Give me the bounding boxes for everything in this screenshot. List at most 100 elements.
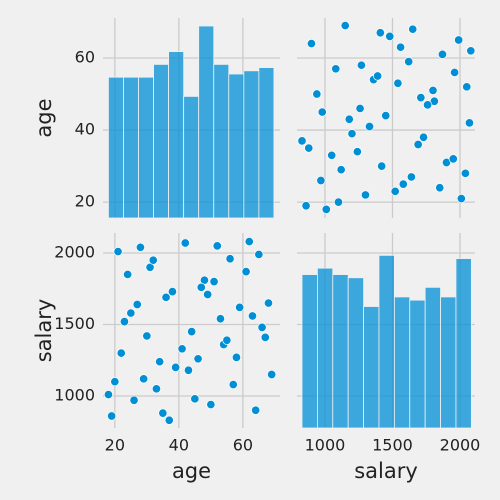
point <box>235 302 245 312</box>
point <box>129 395 139 405</box>
bar <box>153 64 170 219</box>
point <box>356 60 366 70</box>
point <box>110 377 120 387</box>
point <box>225 254 235 264</box>
point <box>408 24 418 34</box>
point <box>466 46 476 56</box>
point <box>306 39 317 49</box>
point <box>301 201 311 211</box>
point <box>247 311 258 321</box>
point <box>448 154 458 164</box>
point <box>241 267 251 277</box>
point <box>212 241 222 251</box>
point <box>215 314 226 324</box>
x-axis-label: age <box>172 459 211 483</box>
point <box>119 317 129 327</box>
point <box>180 238 190 248</box>
bar <box>138 76 154 219</box>
point <box>321 204 331 214</box>
point <box>139 374 149 384</box>
point <box>113 247 123 257</box>
point <box>263 298 274 308</box>
point <box>364 121 375 132</box>
bar <box>168 51 185 219</box>
point <box>206 400 216 410</box>
y-tick-label: 20 <box>75 192 95 211</box>
x-tick-label: 40 <box>169 436 189 455</box>
point <box>142 331 152 341</box>
panel: 1000 1500 2000 salary <box>297 233 480 483</box>
point <box>381 111 391 121</box>
point <box>317 107 327 117</box>
bar <box>424 286 441 429</box>
point <box>116 348 126 358</box>
point <box>312 89 322 99</box>
bar <box>332 274 349 429</box>
point <box>344 114 354 124</box>
point <box>355 103 365 114</box>
point <box>360 190 371 200</box>
point <box>437 49 448 59</box>
x-axis-label: salary <box>354 459 418 483</box>
bar <box>440 296 457 429</box>
point <box>375 28 385 38</box>
point <box>151 384 162 394</box>
panel: 20 40 60 age <box>32 18 280 219</box>
point <box>297 136 307 146</box>
x-tick-label: 1000 <box>305 436 346 455</box>
point <box>231 352 242 362</box>
bar <box>455 258 472 429</box>
y-axis-label: age <box>32 98 56 137</box>
x-tick-label: 20 <box>105 436 125 455</box>
point <box>347 129 357 139</box>
point <box>333 197 344 207</box>
point <box>316 175 326 186</box>
y-tick-label: 1000 <box>54 385 95 404</box>
point <box>413 139 423 150</box>
x-tick-label: 60 <box>233 436 253 455</box>
y-axis-label: salary <box>32 299 56 363</box>
point <box>267 369 277 380</box>
point <box>327 150 337 160</box>
point <box>167 287 178 297</box>
point <box>464 118 475 128</box>
point <box>373 71 383 81</box>
point <box>331 64 341 74</box>
panel <box>297 18 476 218</box>
point <box>228 379 238 390</box>
point <box>260 332 270 342</box>
bar <box>228 73 245 219</box>
point <box>435 183 445 193</box>
bar <box>198 25 215 219</box>
panel: 20 40 60 1000 1500 2000 age salary <box>32 233 280 483</box>
point <box>148 255 158 265</box>
point <box>155 357 165 367</box>
point <box>423 100 433 110</box>
bar <box>409 299 426 429</box>
point <box>123 269 133 280</box>
x-tick-label: 1500 <box>372 436 413 455</box>
bar <box>393 296 411 429</box>
point <box>158 408 168 418</box>
y-tick-label: 2000 <box>54 243 95 262</box>
point <box>161 292 171 302</box>
point <box>404 57 414 67</box>
point <box>398 179 408 189</box>
y-tick-label: 40 <box>75 120 95 139</box>
point <box>304 143 314 153</box>
point <box>103 389 113 400</box>
bar <box>213 64 230 219</box>
point <box>193 354 203 364</box>
point <box>416 93 426 103</box>
point <box>460 168 470 178</box>
point <box>454 35 464 45</box>
point <box>177 344 187 354</box>
bar <box>123 76 139 219</box>
point <box>340 21 350 31</box>
bar <box>243 70 260 219</box>
y-tick-label: 1500 <box>54 314 95 333</box>
point <box>187 327 197 337</box>
point <box>385 31 395 41</box>
point <box>222 335 232 345</box>
point <box>462 82 472 92</box>
